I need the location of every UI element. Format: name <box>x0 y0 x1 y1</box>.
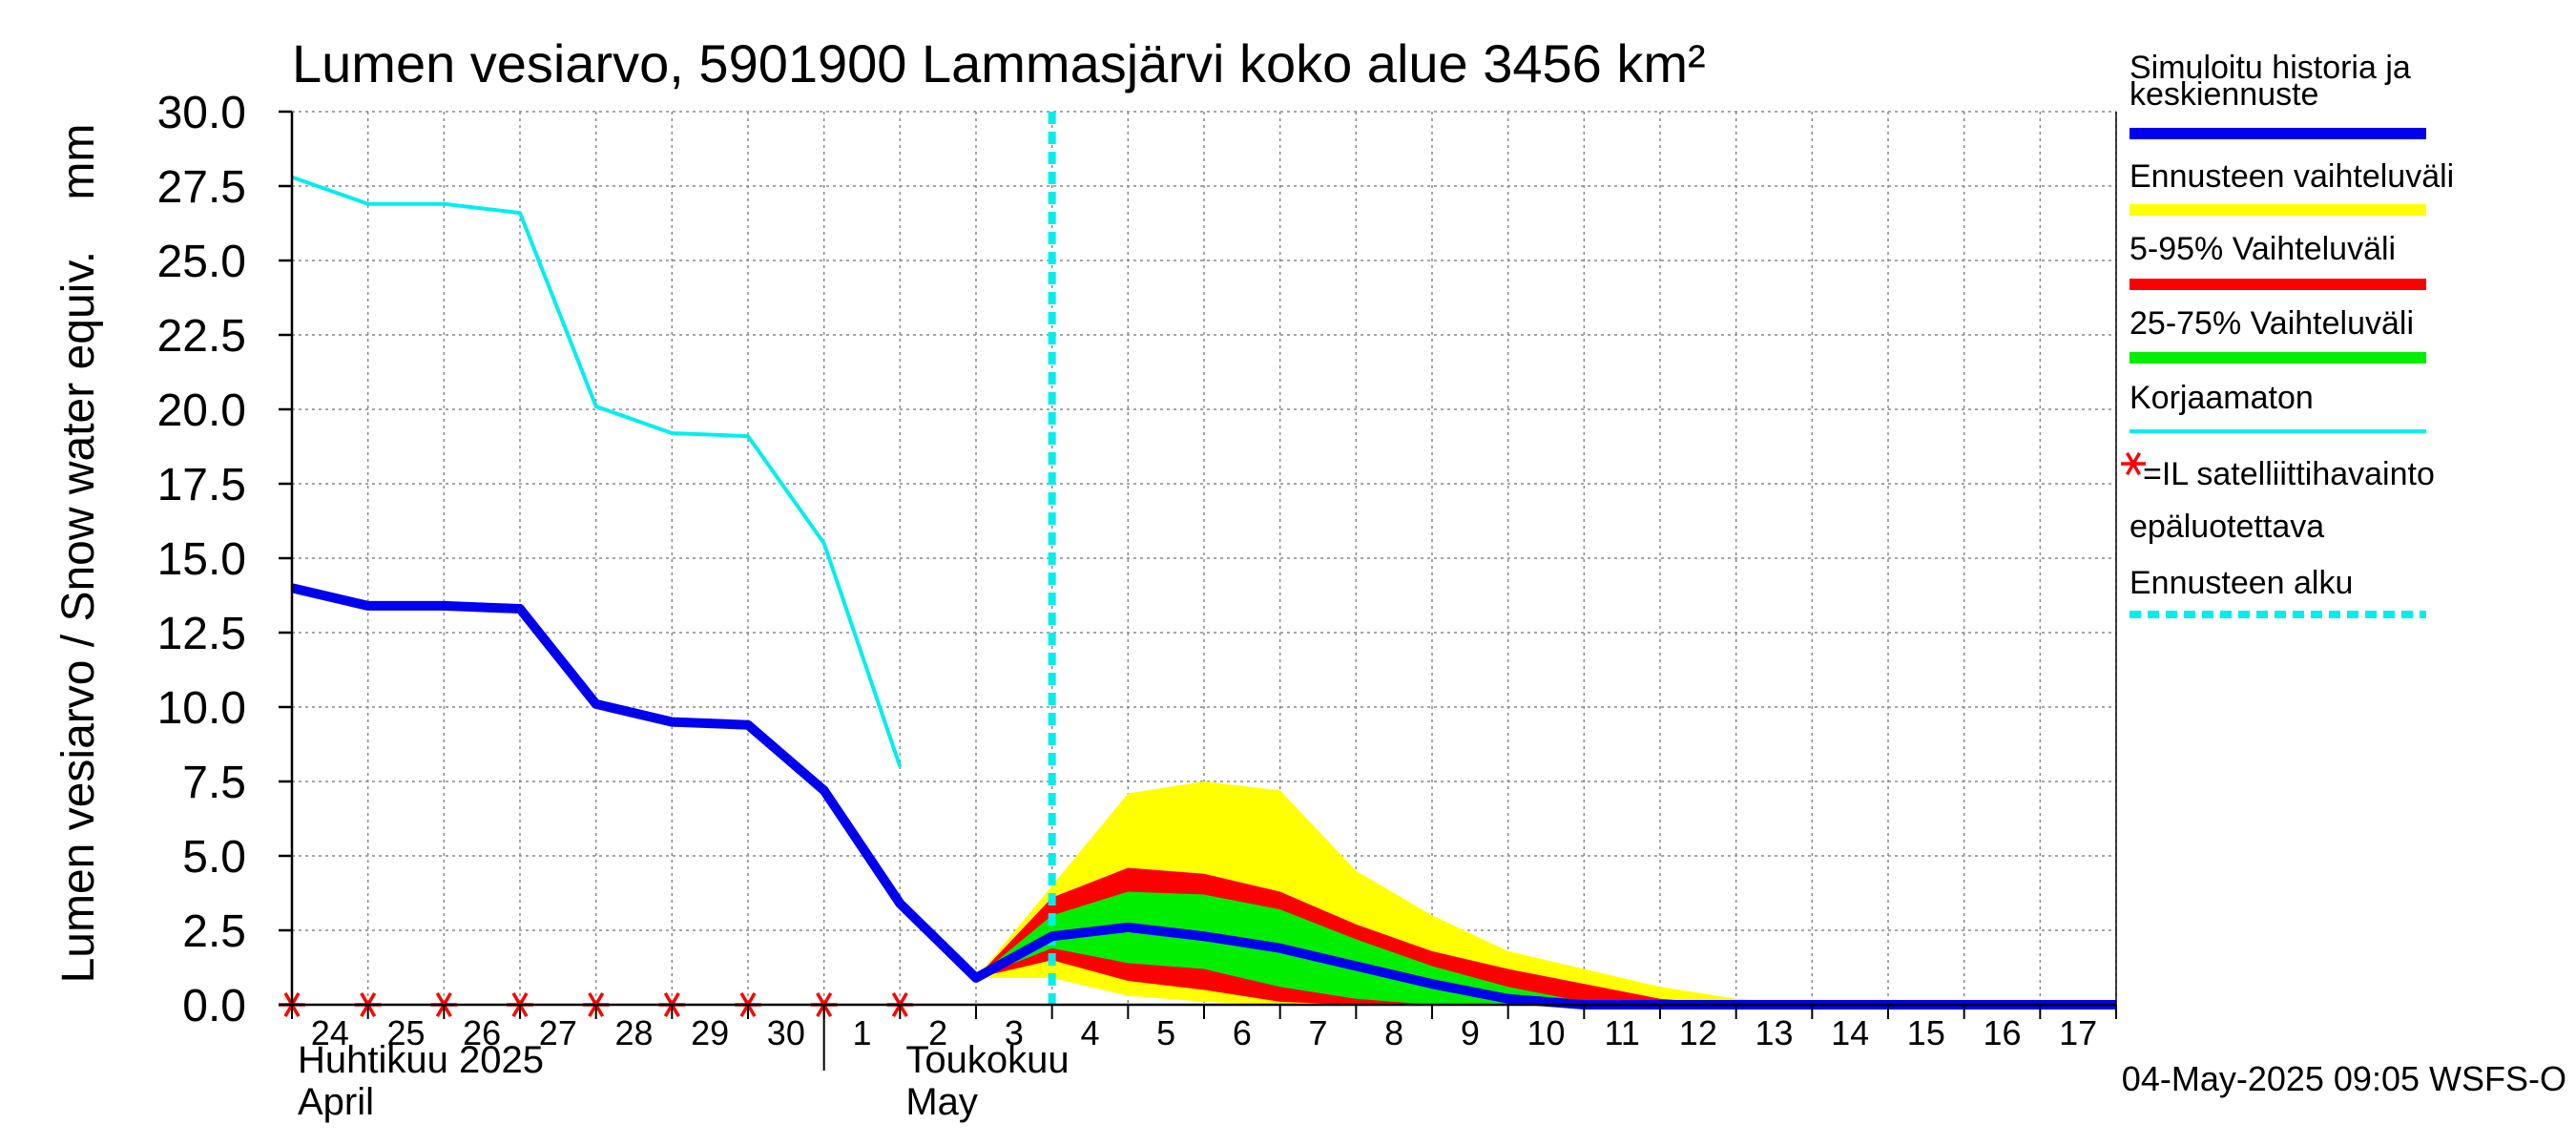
y-tick-label: 25.0 <box>157 237 246 287</box>
y-tick-label: 12.5 <box>157 609 246 659</box>
legend-item: Ennusteen vaihteluväli <box>2129 158 2454 216</box>
y-tick-label: 30.0 <box>157 88 246 138</box>
legend-label: 5-95% Vaihteluväli <box>2129 231 2396 267</box>
month-label-en: April <box>298 1081 374 1123</box>
x-tick-label: 17 <box>2059 1013 2097 1052</box>
chart-title: Lumen vesiarvo, 5901900 Lammasjärvi koko… <box>292 33 1706 94</box>
legend-item: =IL satelliittihavainto epäluotettava <box>2121 451 2435 545</box>
y-tick-label: 15.0 <box>157 534 246 585</box>
x-tick-label: 10 <box>1527 1013 1565 1052</box>
legend-item: 25-75% Vaihteluväli <box>2129 305 2426 364</box>
legend-label: keskiennuste <box>2129 76 2318 113</box>
month-label-en: May <box>905 1081 978 1123</box>
x-tick-label: 11 <box>1604 1013 1639 1052</box>
satellite-markers <box>279 992 914 1017</box>
legend-label: Ennusteen vaihteluväli <box>2129 158 2454 195</box>
x-tick-label: 28 <box>614 1013 653 1052</box>
x-tick-label: 2 <box>928 1013 947 1052</box>
legend-label: 25-75% Vaihteluväli <box>2129 305 2414 342</box>
x-tick-label: 6 <box>1233 1013 1252 1052</box>
y-tick-label: 10.0 <box>157 683 246 734</box>
legend-label: =IL satelliittihavainto <box>2143 456 2435 492</box>
legend-label: Ennusteen alku <box>2129 565 2353 601</box>
x-tick-label: 12 <box>1679 1013 1717 1052</box>
month-label-fi: Huhtikuu 2025 <box>298 1039 544 1081</box>
y-tick-label: 5.0 <box>182 832 246 883</box>
x-tick-label: 13 <box>1755 1013 1793 1052</box>
footer-timestamp: 04-May-2025 09:05 WSFS-O <box>2122 1059 2566 1098</box>
y-tick-label: 7.5 <box>182 758 246 808</box>
x-tick-label: 8 <box>1384 1013 1403 1052</box>
y-tick-label: 22.5 <box>157 311 246 362</box>
legend-item: 5-95% Vaihteluväli <box>2129 231 2426 290</box>
x-tick-label: 26 <box>463 1013 501 1052</box>
forecast-bands <box>976 781 2116 1005</box>
legend-label: Korjaamaton <box>2129 380 2314 416</box>
legend-item: Korjaamaton <box>2129 380 2426 433</box>
legend-label: Simuloitu historia ja <box>2129 50 2411 86</box>
uncorrected-line <box>291 175 903 768</box>
x-tick-label: 29 <box>691 1013 729 1052</box>
x-tick-label: 24 <box>311 1013 349 1052</box>
x-tick-label: 27 <box>539 1013 577 1052</box>
x-tick-label: 15 <box>1907 1013 1945 1052</box>
y-tick-label: 2.5 <box>182 906 246 957</box>
legend-item: Ennusteen alku <box>2129 565 2426 618</box>
x-tick-label: 25 <box>386 1013 425 1052</box>
x-tick-label: 14 <box>1831 1013 1869 1052</box>
legend-star <box>2125 451 2142 476</box>
x-tick-label: 4 <box>1080 1013 1099 1052</box>
y-axis-label: Lumen vesiarvo / Snow water equiv. mm <box>53 124 104 984</box>
month-label-fi: Toukokuu <box>905 1039 1069 1081</box>
x-tick-label: 30 <box>767 1013 805 1052</box>
x-tick-label: 9 <box>1461 1013 1480 1052</box>
x-tick-label: 5 <box>1156 1013 1175 1052</box>
x-tick-label: 7 <box>1308 1013 1327 1052</box>
band-00ee00 <box>976 891 2116 1005</box>
x-tick-label: 3 <box>1005 1013 1024 1052</box>
x-tick-label: 1 <box>852 1013 871 1052</box>
y-tick-label: 20.0 <box>157 385 246 436</box>
y-tick-label: 27.5 <box>157 162 246 213</box>
y-tick-label: 17.5 <box>157 460 246 510</box>
x-tick-label: 16 <box>1983 1013 2021 1052</box>
legend-label: epäluotettava <box>2129 509 2324 545</box>
axes: 0.0 2.5 5.0 7.5 10.0 12.5 15.0 17.5 20.0 22.5 25.0… <box>157 88 2117 1123</box>
y-tick-label: 0.0 <box>182 981 246 1031</box>
